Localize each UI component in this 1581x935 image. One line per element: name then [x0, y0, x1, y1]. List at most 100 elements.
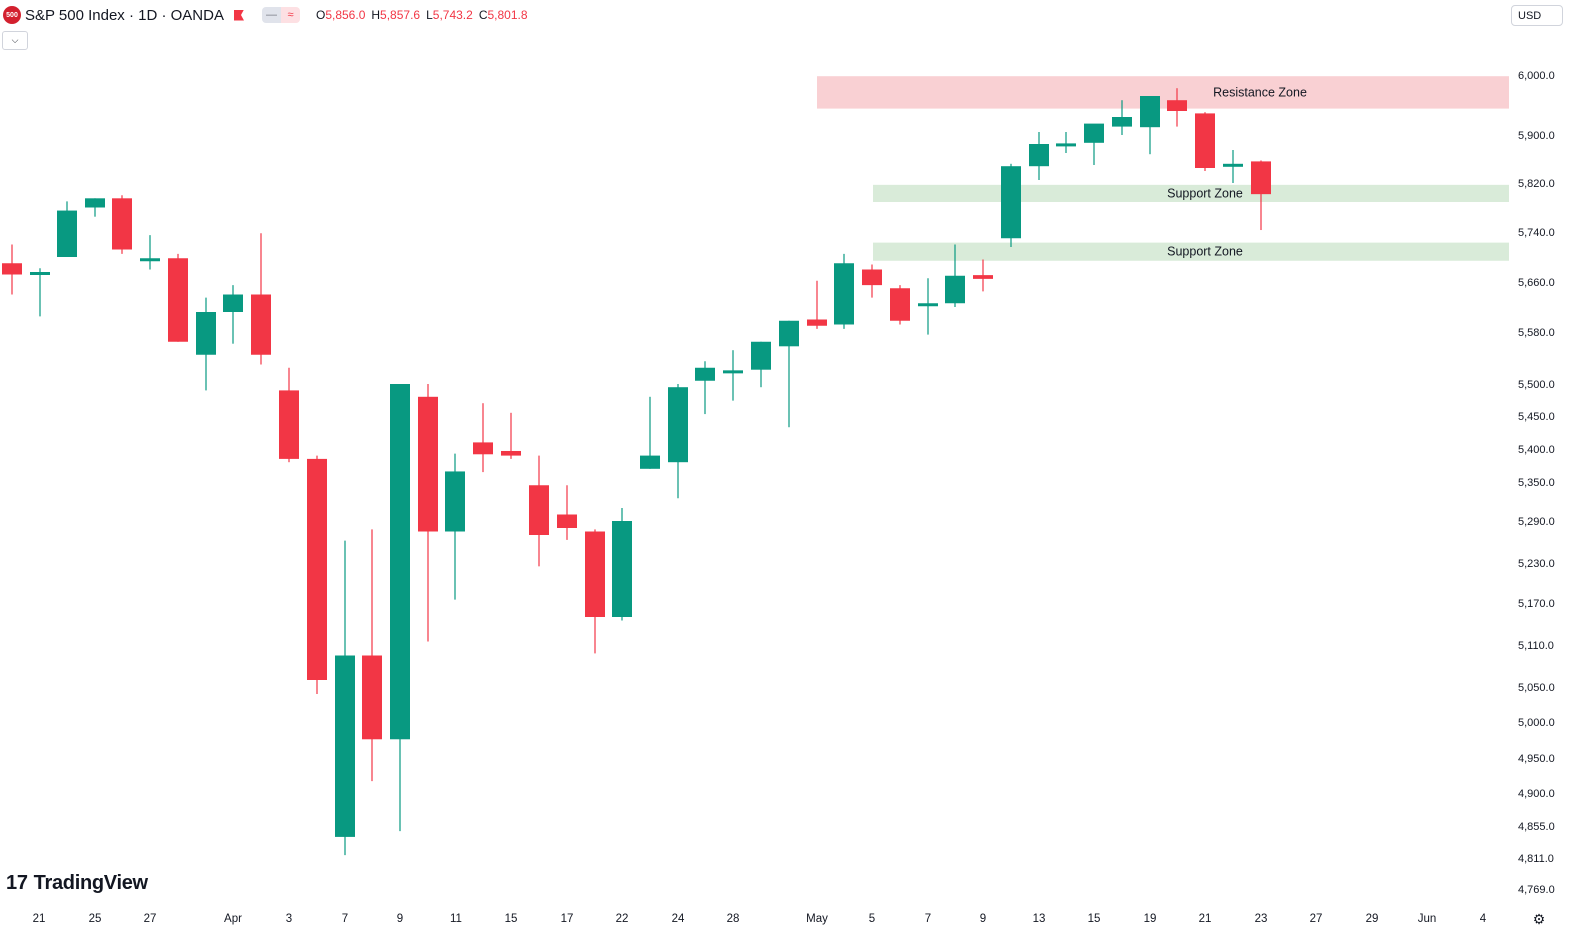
resistance-zone-label: Resistance Zone: [1213, 85, 1307, 99]
x-tick-label: 22: [616, 913, 629, 925]
candle[interactable]: [1140, 96, 1160, 155]
y-tick-label: 4,855.0: [1518, 821, 1555, 833]
candle-body: [751, 341, 771, 370]
candle[interactable]: [112, 195, 132, 254]
x-tick-label: 15: [505, 913, 518, 925]
candle[interactable]: [140, 235, 160, 270]
candle-body: [390, 384, 410, 740]
candle[interactable]: [890, 285, 910, 325]
candles-layer: [2, 88, 1271, 856]
candle[interactable]: [501, 412, 521, 459]
candle[interactable]: [695, 361, 715, 415]
candle[interactable]: [640, 396, 660, 469]
candle[interactable]: [751, 341, 771, 388]
candle[interactable]: [973, 259, 993, 292]
support-zone-band[interactable]: [873, 184, 1509, 202]
candle-body: [640, 455, 660, 469]
settings-icon[interactable]: ⚙: [1532, 910, 1546, 927]
y-tick-label: 5,170.0: [1518, 598, 1555, 610]
candle[interactable]: [85, 198, 105, 217]
y-tick-label: 4,950.0: [1518, 753, 1555, 765]
support-zone-label: Support Zone: [1167, 186, 1243, 200]
chart-header: 500 S&P 500 Index · 1D · OANDA — ≈ O5,85…: [0, 0, 1500, 30]
candle[interactable]: [223, 285, 243, 344]
price-axis: 6,000.0 5,900.0 5,820.0 5,740.0 5,660.0 5,580…: [1518, 70, 1555, 896]
candle[interactable]: [1223, 150, 1243, 183]
resistance-zone-band[interactable]: [817, 76, 1509, 109]
y-tick-label: 4,769.0: [1518, 884, 1555, 896]
candle-body: [418, 396, 438, 532]
candle[interactable]: [418, 384, 438, 642]
close-value: 5,801.8: [487, 8, 528, 22]
candle[interactable]: [1195, 112, 1215, 171]
high-label: H: [371, 8, 381, 22]
collapse-legend-button[interactable]: ⌵: [2, 31, 28, 50]
y-tick-label: 4,811.0: [1518, 853, 1554, 865]
candle-body: [807, 319, 827, 326]
candle[interactable]: [779, 320, 799, 428]
candle[interactable]: [807, 280, 827, 329]
candle[interactable]: [1251, 160, 1271, 231]
symbol-badge-icon[interactable]: 500: [3, 6, 21, 24]
candle[interactable]: [862, 264, 882, 298]
currency-selector[interactable]: USD: [1511, 5, 1563, 26]
x-tick-label: 29: [1366, 913, 1379, 925]
candle[interactable]: [1001, 163, 1021, 247]
candle[interactable]: [2, 244, 22, 295]
candle[interactable]: [168, 253, 188, 342]
candle[interactable]: [362, 529, 382, 782]
candle-body: [362, 655, 382, 740]
x-tick-label: 7: [925, 913, 931, 925]
y-tick-label: 5,400.0: [1518, 444, 1555, 456]
candle[interactable]: [723, 350, 743, 401]
candle[interactable]: [1084, 123, 1104, 165]
candle[interactable]: [668, 384, 688, 499]
candle[interactable]: [585, 529, 605, 654]
candle[interactable]: [557, 485, 577, 540]
candle-body: [57, 210, 77, 257]
candle[interactable]: [445, 453, 465, 600]
candle[interactable]: [196, 297, 216, 391]
x-tick-label: 19: [1144, 913, 1157, 925]
candle[interactable]: [473, 403, 493, 473]
candle-body: [779, 320, 799, 347]
support-zone-band[interactable]: [873, 242, 1509, 261]
candle[interactable]: [57, 201, 77, 257]
candle[interactable]: [307, 455, 327, 694]
minus-icon[interactable]: —: [261, 7, 281, 23]
candle-body: [1223, 163, 1243, 167]
candle[interactable]: [390, 384, 410, 832]
x-tick-label: 21: [33, 913, 46, 925]
x-tick-label: 28: [727, 913, 740, 925]
x-tick-label: 3: [286, 913, 292, 925]
candle[interactable]: [1056, 132, 1076, 153]
tradingview-logo[interactable]: 17 TradingView: [6, 872, 148, 895]
approx-icon[interactable]: ≈: [280, 7, 300, 23]
flag-icon[interactable]: [233, 9, 244, 21]
candle[interactable]: [1167, 88, 1187, 127]
candle-body: [1112, 117, 1132, 127]
candle[interactable]: [1029, 132, 1049, 180]
candle[interactable]: [834, 253, 854, 329]
candle[interactable]: [529, 455, 549, 567]
candle-body: [168, 258, 188, 342]
candle[interactable]: [30, 268, 50, 317]
candle[interactable]: [335, 540, 355, 856]
candle[interactable]: [1112, 100, 1132, 135]
x-tick-label: 7: [342, 913, 348, 925]
candle-body: [30, 272, 50, 275]
candle[interactable]: [279, 367, 299, 463]
chart-title[interactable]: S&P 500 Index · 1D · OANDA: [25, 6, 224, 24]
candle-body: [668, 387, 688, 463]
candle[interactable]: [918, 278, 938, 335]
candle[interactable]: [251, 233, 271, 365]
x-tick-label: 5: [869, 913, 875, 925]
x-tick-label: Apr: [224, 913, 242, 925]
candle-body: [445, 471, 465, 532]
candle[interactable]: [945, 244, 965, 308]
x-tick-label: 4: [1480, 913, 1487, 925]
candle[interactable]: [612, 508, 632, 621]
compare-pill[interactable]: — ≈: [261, 7, 300, 23]
open-label: O: [315, 8, 326, 22]
